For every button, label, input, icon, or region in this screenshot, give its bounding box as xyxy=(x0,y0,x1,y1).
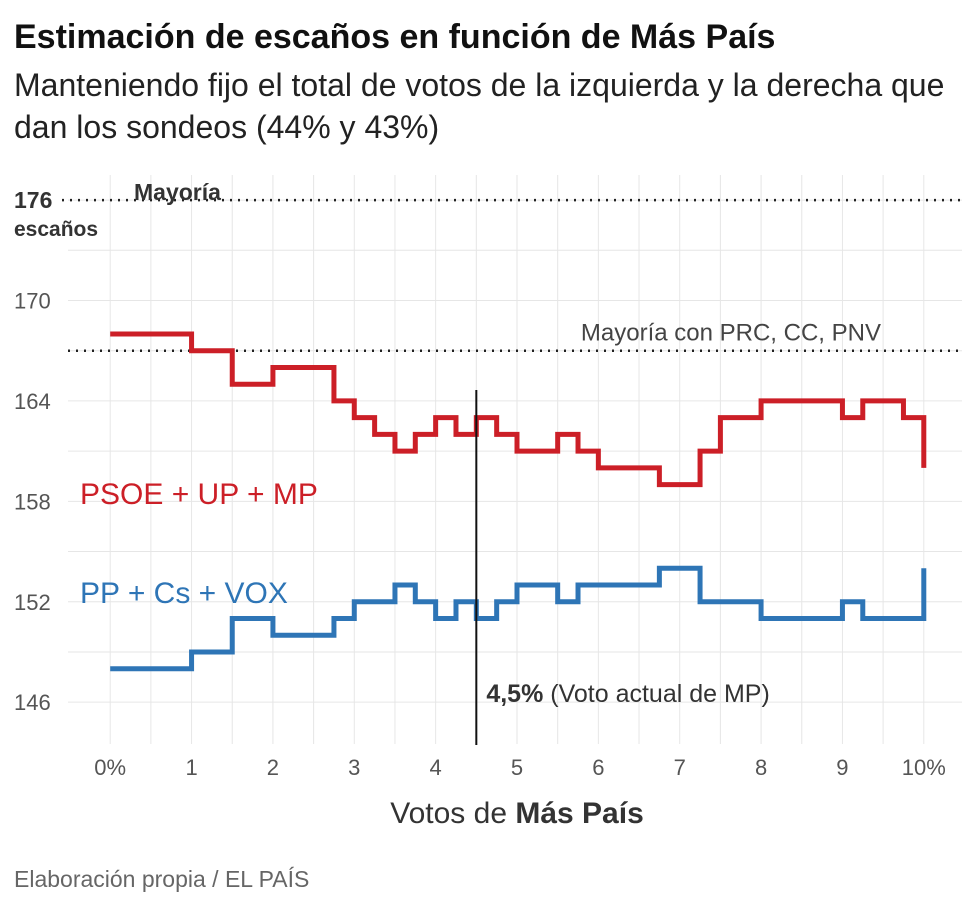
y-tick-label: 164 xyxy=(14,389,51,414)
y-tick-label: 152 xyxy=(14,590,51,615)
x-tick-label: 9 xyxy=(836,755,848,780)
x-tick-label: 6 xyxy=(592,755,604,780)
x-tick-label: 1 xyxy=(185,755,197,780)
y-tick-label: 170 xyxy=(14,289,51,314)
current-vote-marker-label: 4,5% (Voto actual de MP) xyxy=(486,680,770,708)
y-tick-label: 158 xyxy=(14,489,51,514)
x-tick-label: 5 xyxy=(511,755,523,780)
chart-subtitle: Manteniendo fijo el total de votos de la… xyxy=(14,67,945,145)
series-lines: PSOE + UP + MP PP + Cs + VOX xyxy=(80,331,927,672)
x-tick-label: 10% xyxy=(902,755,946,780)
grid xyxy=(68,175,962,744)
x-tick-label: 0% xyxy=(94,755,126,780)
series-label-right-bloc: PP + Cs + VOX xyxy=(80,577,288,610)
source-note: Elaboración propia / EL PAÍS xyxy=(14,866,310,892)
x-axis-title: Votos de Más País xyxy=(390,797,644,830)
vertical-marker: 4,5% (Voto actual de MP) xyxy=(475,390,770,745)
coalition-majority-label: Mayoría con PRC, CC, PNV xyxy=(581,320,881,347)
y-tick-label: 146 xyxy=(14,690,51,715)
chart-title: Estimación de escaños en función de Más … xyxy=(14,18,776,56)
x-tick-label: 3 xyxy=(348,755,360,780)
axis-labels: 146 152 158 164 170 0% 1 2 3 4 5 6 7 8 9 10% Votos de Má… xyxy=(14,289,946,830)
series-line-left-bloc xyxy=(110,331,927,488)
majority-value-label: 176 xyxy=(14,187,52,213)
x-tick-label: 4 xyxy=(430,755,442,780)
series-label-left-bloc: PSOE + UP + MP xyxy=(80,478,318,511)
x-tick-label: 2 xyxy=(267,755,279,780)
x-tick-label: 8 xyxy=(755,755,767,780)
reference-lines: Mayoría 176 escaños Mayoría con PRC, CC, PN… xyxy=(14,179,962,352)
majority-unit-label: escaños xyxy=(14,218,98,241)
x-tick-label: 7 xyxy=(674,755,686,780)
majority-label: Mayoría xyxy=(134,179,221,205)
